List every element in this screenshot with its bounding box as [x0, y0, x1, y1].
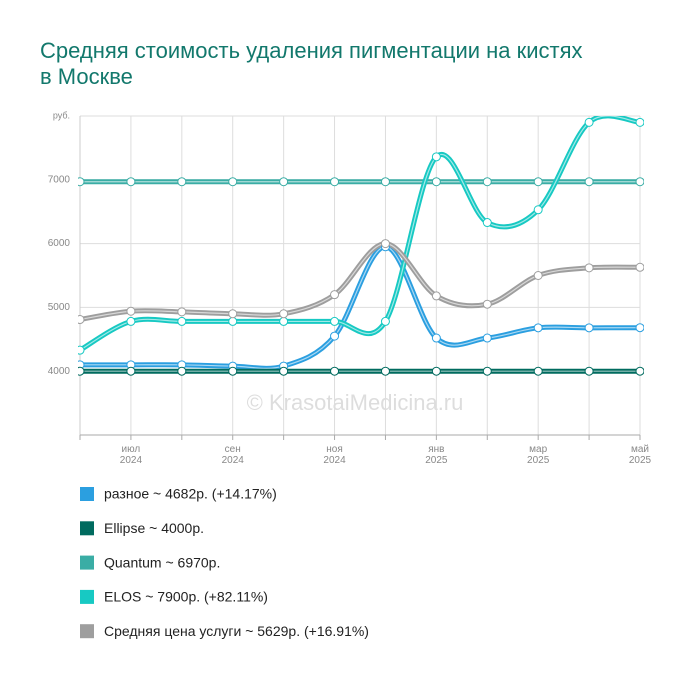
data-point	[482, 366, 492, 376]
data-point	[635, 323, 644, 333]
plot	[78, 116, 644, 376]
data-point	[330, 331, 340, 341]
x-tick-label: янв 2025	[425, 444, 448, 466]
data-point	[177, 177, 187, 187]
data-point	[126, 177, 136, 187]
legend-swatch	[80, 624, 94, 639]
data-point	[279, 366, 289, 376]
legend-label: ELOS ~ 7900р. (+82.11%)	[104, 589, 268, 605]
legend-label: разное ~ 4682р. (+14.17%)	[104, 486, 277, 502]
data-point	[177, 316, 187, 326]
data-point	[533, 366, 543, 376]
series-line	[78, 116, 643, 353]
data-point	[380, 177, 390, 187]
data-point	[584, 177, 594, 187]
legend-label: Quantum ~ 6970р.	[104, 554, 220, 570]
y-tick-label: 6000	[48, 238, 71, 249]
data-point	[584, 263, 594, 273]
data-point	[330, 316, 340, 326]
y-tick-label: 7000	[48, 174, 71, 185]
data-point	[228, 309, 238, 319]
series-line-highlight	[79, 116, 641, 351]
data-point	[126, 366, 136, 376]
data-point	[330, 290, 340, 300]
data-point	[482, 333, 492, 343]
data-point	[380, 239, 390, 249]
data-point	[126, 306, 136, 316]
legend-swatch	[80, 521, 94, 536]
legend-swatch	[80, 555, 94, 570]
legend-label: Ellipse ~ 4000р.	[104, 520, 204, 536]
x-tick-label: июл 2024	[120, 444, 143, 466]
data-point	[431, 333, 441, 343]
y-tick-label: 4000	[48, 366, 71, 377]
y-tick-label: 5000	[48, 302, 71, 313]
data-point	[330, 366, 340, 376]
chart-title: Средняя стоимость удаления пигментации н…	[40, 38, 583, 89]
x-tick-label: сен 2024	[222, 444, 245, 466]
data-point	[228, 177, 238, 187]
data-point	[228, 316, 238, 326]
data-point	[380, 316, 390, 326]
data-point	[533, 323, 543, 333]
data-point	[584, 366, 594, 376]
data-point	[431, 177, 441, 187]
data-point	[635, 366, 644, 376]
data-point	[635, 117, 644, 127]
data-point	[584, 323, 594, 333]
data-point	[533, 177, 543, 187]
legend-swatch	[80, 589, 94, 604]
x-tick-label: ноя 2024	[323, 444, 346, 466]
data-point	[380, 366, 390, 376]
data-point	[482, 177, 492, 187]
data-point	[78, 315, 85, 325]
data-point	[279, 177, 289, 187]
data-point	[635, 177, 644, 187]
data-point	[431, 291, 441, 301]
x-tick-label: май 2025	[629, 444, 652, 466]
data-point	[533, 205, 543, 215]
data-point	[330, 177, 340, 187]
data-point	[533, 271, 543, 280]
data-point	[431, 366, 441, 376]
data-point	[78, 366, 85, 376]
data-point	[177, 366, 187, 376]
data-point	[482, 299, 492, 309]
data-point	[126, 316, 136, 326]
data-point	[228, 366, 238, 376]
data-point	[431, 152, 441, 162]
y-tick-label: руб.	[53, 110, 70, 120]
data-point	[78, 177, 85, 187]
data-point	[78, 345, 85, 355]
legend-label: Средняя цена услуги ~ 5629р. (+16.91%)	[104, 623, 369, 639]
watermark: © KrasotaiMedicina.ru	[247, 390, 464, 415]
legend-swatch	[80, 487, 94, 501]
data-point	[482, 218, 492, 228]
data-point	[177, 307, 187, 317]
data-point	[279, 309, 289, 319]
data-point	[584, 117, 594, 127]
data-point	[635, 262, 644, 272]
data-point	[279, 316, 289, 326]
x-tick-label: мар 2025	[527, 444, 550, 466]
